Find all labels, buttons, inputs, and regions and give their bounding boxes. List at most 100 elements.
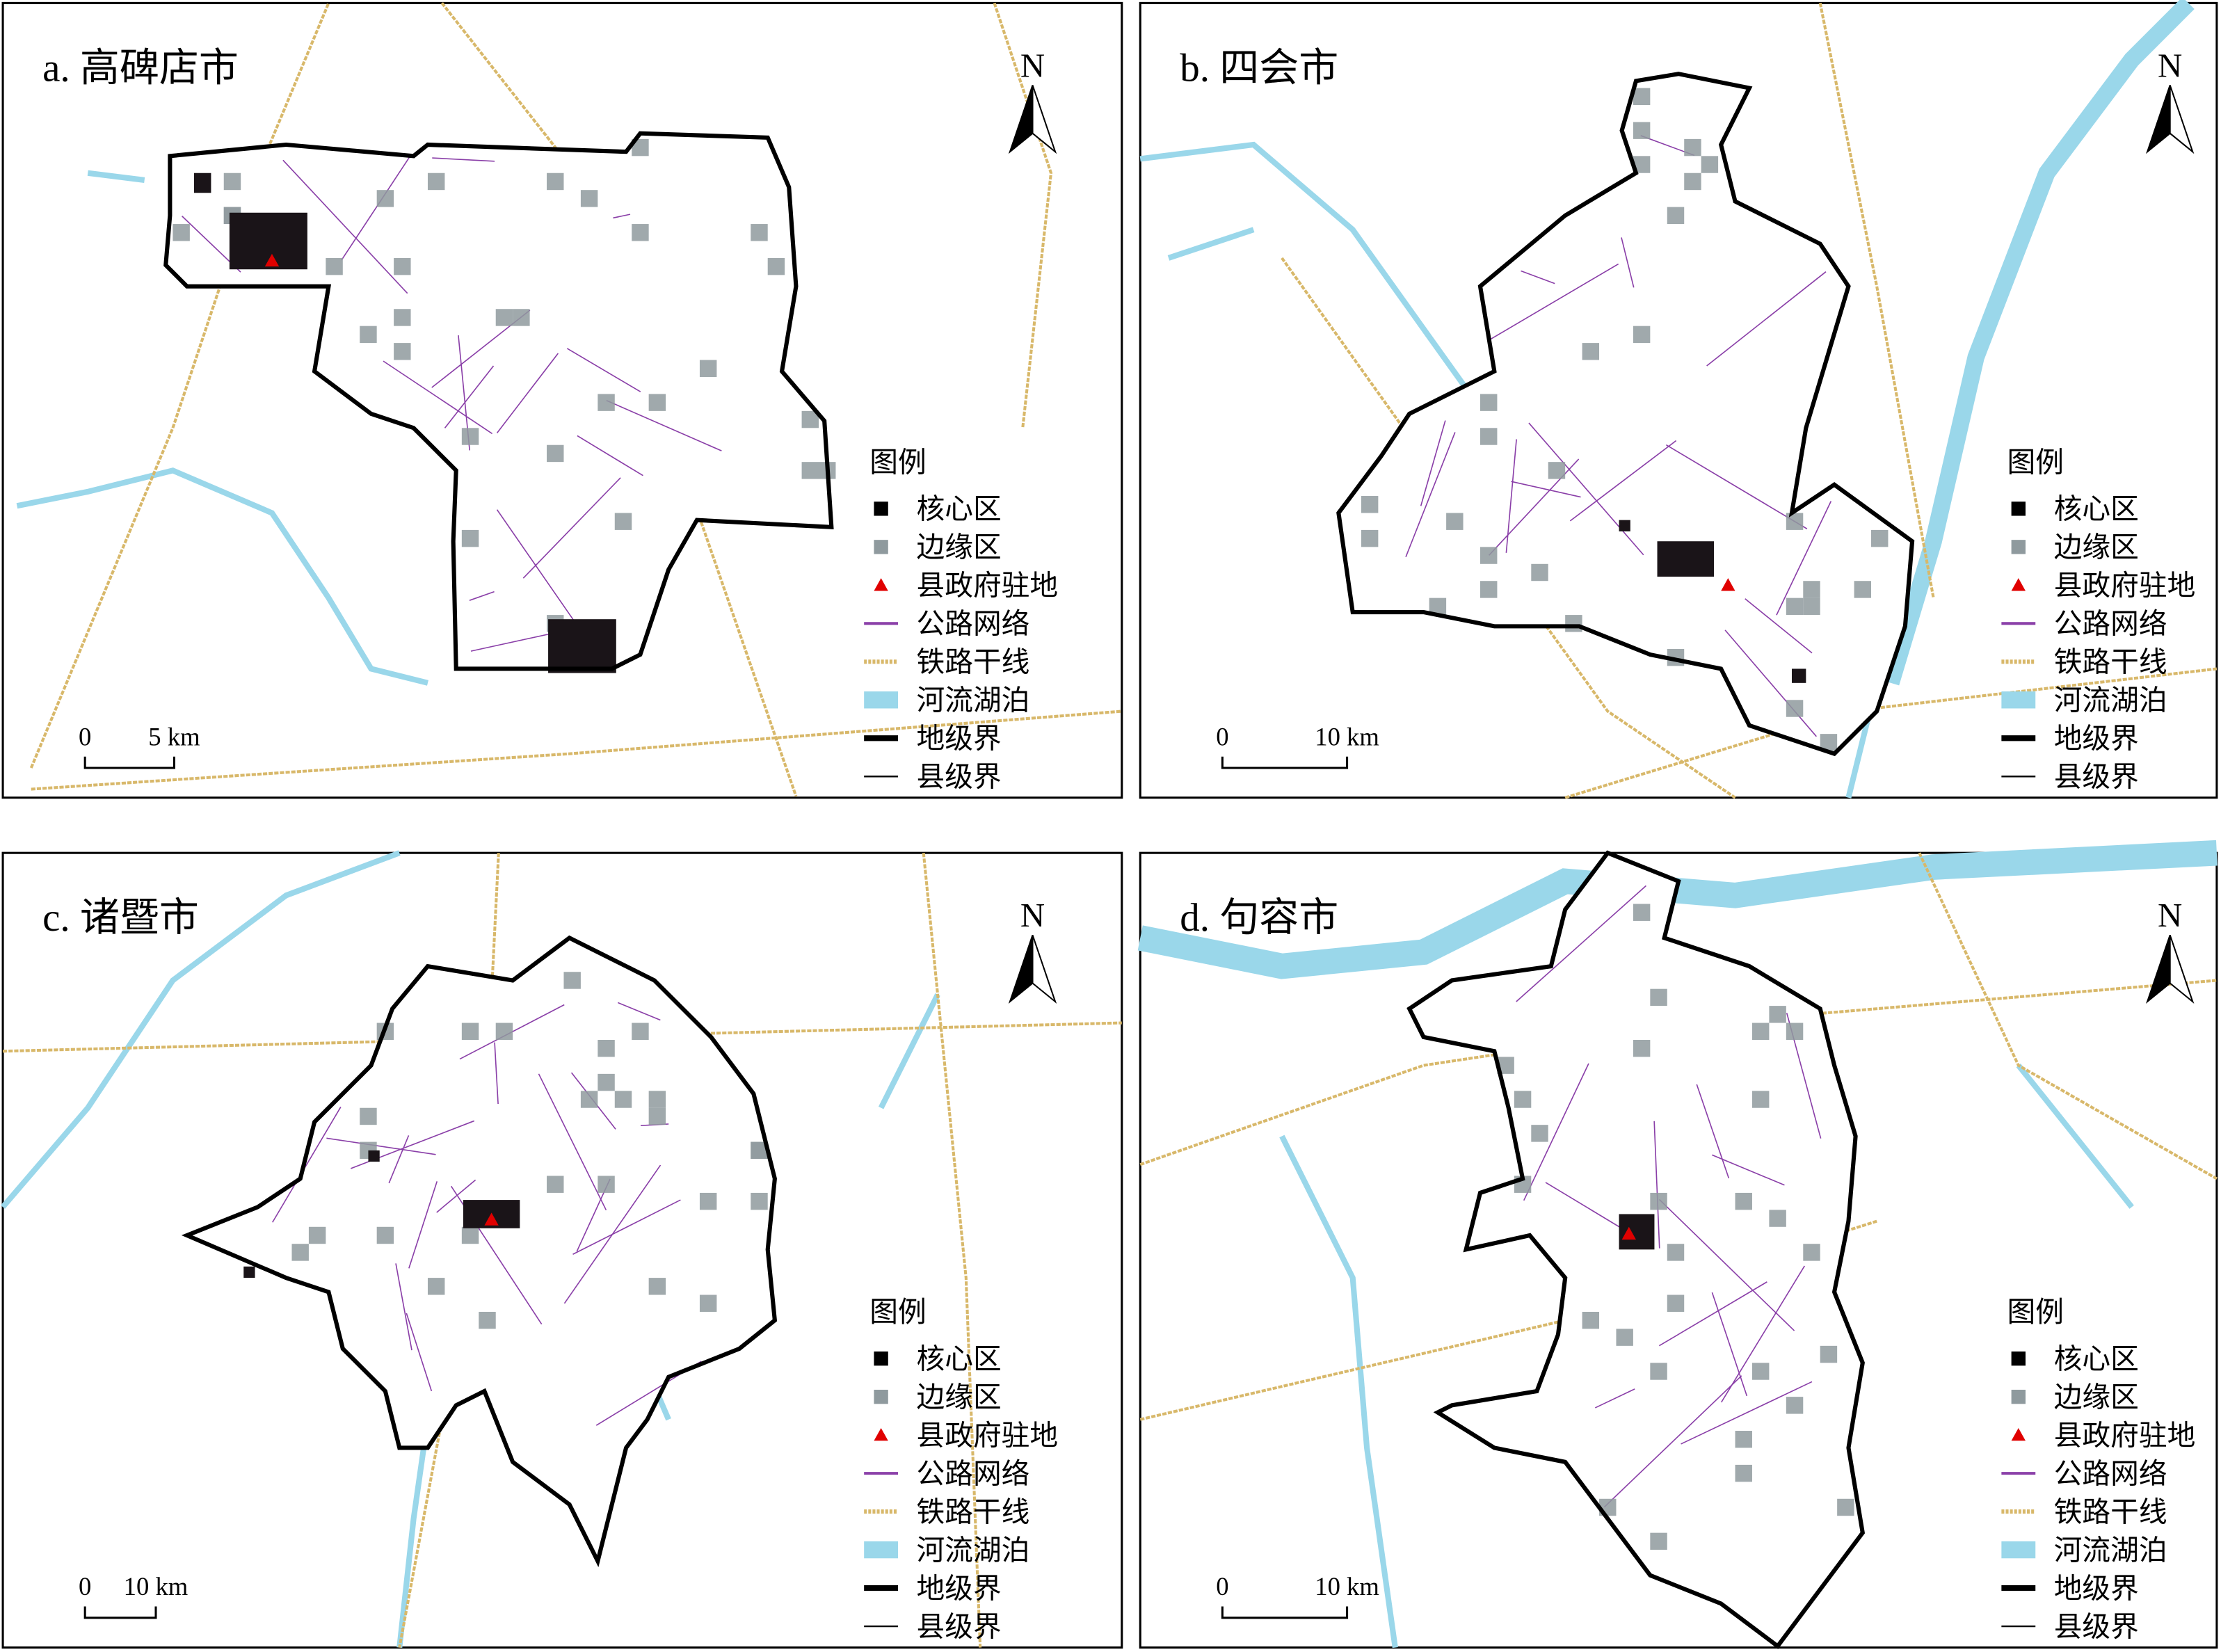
edge-cell bbox=[1735, 1192, 1752, 1210]
core-cell bbox=[1791, 668, 1806, 683]
edge-cell bbox=[598, 1176, 615, 1193]
railway bbox=[922, 852, 982, 1648]
legend-seat bbox=[2011, 1427, 2026, 1441]
edge-cell bbox=[1786, 1023, 1804, 1040]
county-seat bbox=[1621, 1226, 1636, 1240]
legend-label: 铁路干线 bbox=[2054, 647, 2167, 678]
edge-cell bbox=[1633, 904, 1651, 921]
river bbox=[1137, 840, 2218, 979]
legend-label: 地级界 bbox=[2054, 723, 2139, 755]
legend-label: 地级界 bbox=[2054, 1573, 2139, 1604]
road bbox=[282, 159, 408, 294]
road bbox=[1505, 439, 1517, 553]
edge-cell bbox=[1769, 1210, 1786, 1227]
edge-cell bbox=[308, 1226, 326, 1244]
road bbox=[272, 1107, 342, 1223]
edge-cell bbox=[1786, 700, 1804, 717]
edge-cell bbox=[1633, 88, 1651, 105]
legend-label: 河流湖泊 bbox=[917, 685, 1030, 716]
edge-cell bbox=[1633, 326, 1651, 344]
legend-label: 边缘区 bbox=[2054, 1381, 2139, 1413]
county-boundary bbox=[1336, 72, 1915, 757]
north-label: N bbox=[2158, 46, 2182, 84]
edge-cell bbox=[1480, 394, 1498, 411]
core-cell bbox=[1619, 520, 1630, 531]
map-panel: d. 句容市 N 0 10 km 图例核心区边缘区县政府驻地公路网络铁路干线河流湖泊地级… bbox=[1137, 840, 2218, 1649]
edge-cell bbox=[461, 428, 479, 445]
edge-cell bbox=[699, 360, 717, 377]
edge-cell bbox=[614, 513, 632, 530]
edge-cell bbox=[1803, 598, 1820, 616]
edge-cell bbox=[614, 1091, 632, 1108]
edge-cell bbox=[360, 1107, 377, 1125]
panel-title: b. 四会市 bbox=[1180, 46, 1338, 90]
edge-cell bbox=[223, 173, 241, 191]
legend-water bbox=[864, 691, 899, 709]
edge-cell bbox=[1565, 615, 1582, 632]
road bbox=[383, 360, 493, 435]
road bbox=[408, 1181, 438, 1269]
road bbox=[617, 1002, 661, 1021]
edge-cell bbox=[598, 1073, 615, 1091]
edge-cell bbox=[632, 224, 649, 241]
legend-core bbox=[2011, 502, 2026, 516]
edge-cell bbox=[1480, 581, 1498, 598]
legend-label: 铁路干线 bbox=[917, 1496, 1030, 1527]
road bbox=[1711, 1154, 1785, 1186]
legend-label: 河流湖泊 bbox=[2054, 1534, 2167, 1566]
edge-cell bbox=[1854, 581, 1872, 598]
edge-cell bbox=[1786, 513, 1804, 530]
railway bbox=[993, 2, 1053, 428]
legend-label: 核心区 bbox=[2054, 494, 2139, 525]
legend-label: 县政府驻地 bbox=[2054, 570, 2196, 602]
county-seat bbox=[264, 253, 280, 267]
legend-title: 图例 bbox=[2007, 447, 2064, 478]
legend-label: 边缘区 bbox=[2054, 532, 2139, 563]
river bbox=[0, 850, 401, 1209]
road bbox=[494, 1042, 499, 1105]
legend-label: 河流湖泊 bbox=[917, 1534, 1030, 1566]
edge-cell bbox=[1751, 1091, 1770, 1108]
edge-cell bbox=[1769, 1006, 1786, 1023]
road bbox=[1511, 481, 1581, 498]
scale-label: 0 bbox=[1216, 722, 1228, 751]
road bbox=[1516, 885, 1646, 1002]
edge-cell bbox=[598, 1039, 615, 1057]
river bbox=[16, 467, 428, 686]
scale-label: 0 bbox=[79, 1572, 91, 1601]
legend-title: 图例 bbox=[869, 1297, 926, 1328]
railway bbox=[1281, 257, 1736, 799]
road bbox=[613, 214, 631, 219]
legend-label: 公路网络 bbox=[2054, 609, 2167, 640]
road bbox=[1621, 237, 1635, 288]
edge-cell bbox=[1650, 1532, 1667, 1550]
edge-cell bbox=[801, 462, 819, 479]
edge-cell bbox=[580, 190, 598, 207]
scale-label: 10 km bbox=[1315, 722, 1379, 751]
edge-cell bbox=[1531, 1125, 1548, 1142]
road bbox=[577, 435, 643, 476]
road bbox=[444, 365, 495, 428]
legend-water bbox=[2001, 691, 2036, 709]
edge-cell bbox=[326, 257, 343, 275]
road bbox=[432, 157, 495, 162]
edge-cell bbox=[1751, 1023, 1770, 1040]
panel-title: d. 句容市 bbox=[1180, 896, 1338, 940]
north-label: N bbox=[2158, 896, 2182, 934]
road bbox=[1523, 1063, 1589, 1201]
edge-cell bbox=[1480, 547, 1498, 564]
road bbox=[1653, 1121, 1660, 1249]
edge-cell bbox=[394, 309, 411, 326]
edge-cell bbox=[648, 1107, 666, 1125]
edge-cell bbox=[427, 173, 445, 191]
road bbox=[1658, 1198, 1795, 1331]
edge-cell bbox=[1633, 1039, 1651, 1057]
core-cell bbox=[193, 173, 211, 193]
road bbox=[1489, 263, 1619, 340]
legend-title: 图例 bbox=[2007, 1297, 2064, 1328]
legend-label: 边缘区 bbox=[917, 1381, 1002, 1413]
edge-cell bbox=[1480, 428, 1498, 445]
road bbox=[326, 1137, 436, 1155]
edge-cell bbox=[699, 1294, 717, 1312]
